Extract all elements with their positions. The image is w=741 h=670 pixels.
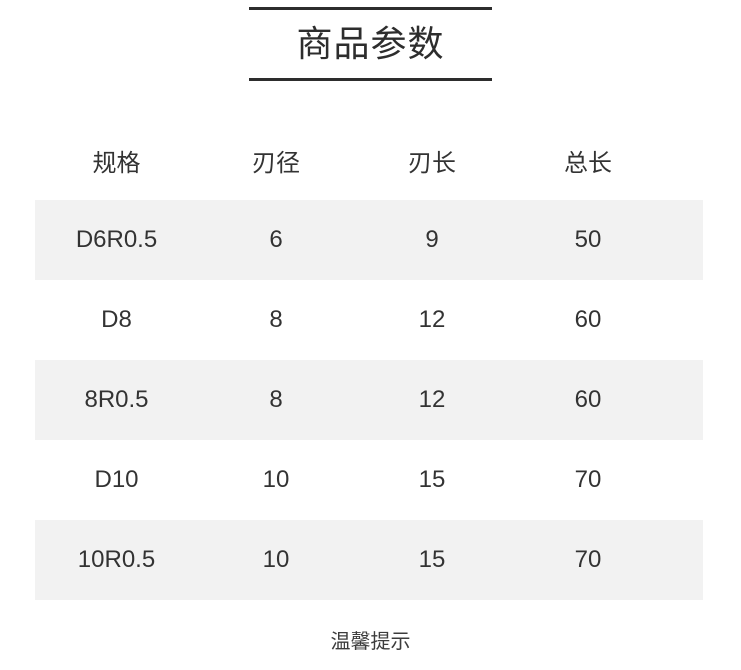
section-title: 商品参数 — [296, 23, 445, 64]
section-header: 商品参数 — [249, 7, 492, 81]
cell-blade-length: 9 — [425, 225, 439, 253]
cell-overall-length: 60 — [574, 385, 602, 413]
column-header-blade-diameter: 刃径 — [252, 149, 300, 177]
cell-blade-diameter: 10 — [262, 545, 290, 573]
cell-spec: D6R0.5 — [75, 225, 158, 253]
cell-blade-length: 12 — [418, 385, 446, 413]
table-row: 8R0.5 8 12 60 — [35, 360, 703, 440]
cell-blade-diameter: 10 — [262, 465, 290, 493]
cell-spec: 10R0.5 — [77, 545, 156, 573]
column-header-spec: 规格 — [92, 149, 141, 177]
table-row: D8 8 12 60 — [35, 280, 703, 360]
cell-blade-length: 12 — [418, 305, 446, 333]
cell-spec: 8R0.5 — [84, 385, 149, 413]
cell-overall-length: 60 — [574, 305, 602, 333]
cell-overall-length: 70 — [574, 545, 602, 573]
cell-overall-length: 70 — [574, 465, 602, 493]
cell-blade-length: 15 — [418, 545, 446, 573]
table-row: D6R0.5 6 9 50 — [35, 200, 703, 280]
spec-table: 规格 刃径 刃长 总长 D6R0.5 6 9 50 D8 8 12 60 8R0… — [35, 128, 703, 600]
column-header-blade-length: 刃长 — [408, 149, 456, 177]
cell-blade-length: 15 — [418, 465, 446, 493]
table-row: D10 10 15 70 — [35, 440, 703, 520]
cell-spec: D8 — [101, 305, 132, 333]
cell-overall-length: 50 — [574, 225, 602, 253]
friendly-reminder-label: 温馨提示 — [330, 631, 411, 653]
cell-blade-diameter: 8 — [269, 385, 283, 413]
cell-blade-diameter: 6 — [269, 225, 283, 253]
cell-spec: D10 — [94, 465, 139, 493]
table-header-row: 规格 刃径 刃长 总长 — [35, 128, 703, 200]
cell-blade-diameter: 8 — [269, 305, 283, 333]
table-row: 10R0.5 10 15 70 — [35, 520, 703, 600]
column-header-overall-length: 总长 — [564, 149, 612, 177]
